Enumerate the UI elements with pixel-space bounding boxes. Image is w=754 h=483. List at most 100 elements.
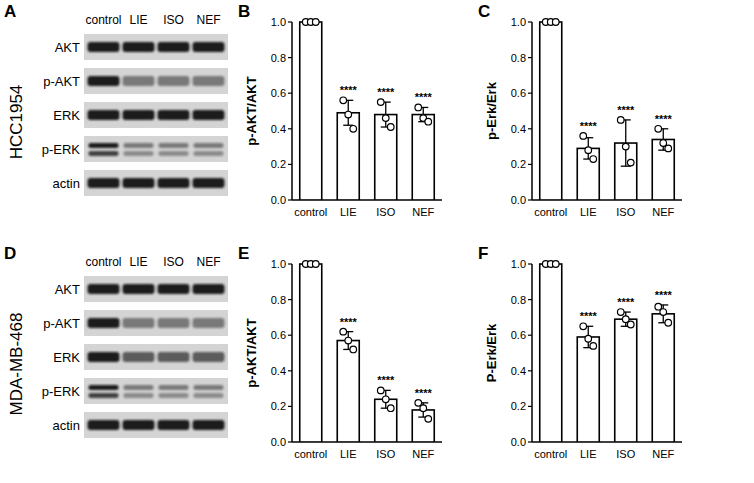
x-tick-label: LIE	[580, 206, 597, 218]
bar	[577, 337, 599, 442]
data-point	[627, 159, 634, 166]
blot-band	[123, 318, 155, 328]
blot-band	[123, 284, 155, 294]
significance-label: ****	[340, 316, 358, 328]
bar	[540, 264, 562, 442]
blot-band	[158, 178, 190, 188]
y-tick	[528, 128, 532, 129]
blot-strip	[84, 102, 228, 128]
blot-band	[193, 76, 225, 86]
data-point	[387, 405, 394, 412]
lane-label: control	[85, 13, 121, 27]
y-tick	[288, 199, 292, 200]
y-tick-label: 1.0	[511, 258, 526, 270]
y-tick-label: 1.0	[271, 16, 286, 28]
marks	[300, 261, 435, 442]
blot-band	[88, 420, 120, 430]
y-tick-label: 0.8	[511, 294, 526, 306]
blot-panel: DMDA-MB-468controlLIEISONEFAKTp-AKTERKp-…	[4, 244, 228, 438]
blot-band	[89, 151, 119, 156]
bar-chart: Bp-AKT/AKT0.00.20.40.60.81.0controlLIEIS…	[238, 2, 442, 218]
bar	[375, 115, 397, 200]
row-label: p-AKT	[43, 74, 80, 89]
data-point	[585, 147, 592, 154]
blot-band	[193, 420, 225, 430]
y-tick	[528, 406, 532, 407]
y-tick	[288, 370, 292, 371]
data-point	[377, 99, 384, 106]
data-point	[617, 309, 624, 316]
x-tick-label: control	[294, 206, 327, 218]
blot-band	[194, 151, 224, 156]
data-point	[552, 19, 559, 26]
blot-band	[193, 178, 225, 188]
y-tick	[528, 370, 532, 371]
bar	[540, 22, 562, 200]
blot-band	[158, 420, 190, 430]
y-tick	[288, 406, 292, 407]
y-axis	[531, 22, 533, 200]
significance-label: ****	[580, 310, 598, 322]
row-label: p-ERK	[42, 142, 81, 157]
data-point	[312, 261, 319, 268]
bar-chart: Ep-AKT/AKT0.00.20.40.60.81.0controlLIEIS…	[238, 244, 442, 460]
blot-band	[193, 110, 225, 120]
x-tick-label: ISO	[376, 206, 395, 218]
y-tick	[528, 335, 532, 336]
blot-band	[159, 385, 189, 390]
data-point	[312, 19, 319, 26]
blot-band	[89, 385, 119, 390]
x-tick-label: control	[534, 206, 567, 218]
blot-band	[194, 393, 224, 398]
significance-label: ****	[377, 374, 395, 386]
y-tick-label: 0.6	[511, 329, 526, 341]
data-point	[665, 319, 672, 326]
bar	[300, 264, 322, 442]
blot-band	[193, 352, 225, 362]
data-point	[627, 321, 634, 328]
x-tick-label: LIE	[580, 448, 597, 460]
blot-band	[123, 352, 155, 362]
cell-line-label: HCC1954	[7, 85, 26, 160]
blot-band	[123, 178, 155, 188]
blot-band	[159, 143, 189, 148]
blot-band	[89, 143, 119, 148]
x-tick-label: NEF	[412, 448, 434, 460]
y-tick	[528, 93, 532, 94]
blot-band	[88, 76, 120, 86]
y-axis-title: P-Erk/Erk	[484, 323, 499, 382]
lane-label: control	[85, 255, 121, 269]
y-tick-label: 0.6	[271, 87, 286, 99]
blot-band	[193, 284, 225, 294]
panel-letter: C	[478, 2, 490, 21]
blot-band	[123, 110, 155, 120]
data-point	[382, 115, 389, 122]
bar	[615, 319, 637, 442]
bar	[300, 22, 322, 200]
row-label: p-AKT	[43, 316, 80, 331]
blot-band	[158, 42, 190, 52]
bar	[337, 341, 359, 442]
data-point	[580, 133, 587, 140]
x-tick-label: NEF	[412, 206, 434, 218]
blot-strip	[84, 68, 228, 94]
blot-band	[193, 42, 225, 52]
y-tick-label: 0.8	[271, 294, 286, 306]
significance-label: ****	[655, 113, 673, 125]
y-tick-label: 0.6	[271, 329, 286, 341]
blot-strip	[84, 170, 228, 196]
y-tick-label: 1.0	[511, 16, 526, 28]
cell-line-label: MDA-MB-468	[7, 313, 26, 416]
data-point	[622, 143, 629, 150]
y-tick-label: 0.0	[511, 194, 526, 206]
x-tick-label: ISO	[616, 206, 635, 218]
data-point	[350, 346, 357, 353]
y-tick	[288, 21, 292, 22]
y-tick	[528, 299, 532, 300]
row-label: ERK	[53, 350, 80, 365]
data-point	[350, 126, 357, 133]
blot-band	[88, 352, 120, 362]
data-point	[617, 117, 624, 124]
y-tick	[528, 199, 532, 200]
y-tick	[288, 164, 292, 165]
